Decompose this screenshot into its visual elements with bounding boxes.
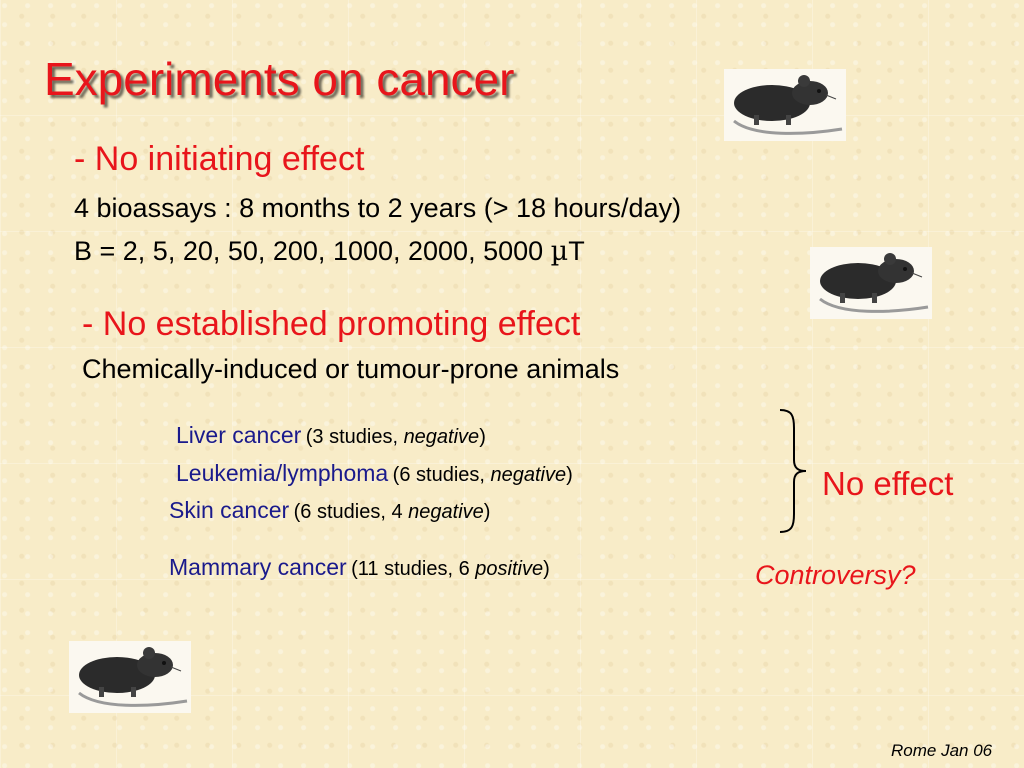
slide-title: Experiments on cancer [44, 53, 515, 105]
study-name: Mammary cancer [169, 554, 347, 580]
tesla-unit: T [568, 236, 585, 266]
study-detail: (11 studies, 6 positive) [351, 558, 550, 580]
right-brace-icon [779, 409, 807, 533]
rat-image-middle [810, 247, 932, 319]
mu-symbol: µ [550, 236, 569, 267]
field-values-text: B = 2, 5, 20, 50, 200, 1000, 2000, 5000 [74, 236, 551, 266]
study-detail: (6 studies, 4 negative) [293, 501, 491, 523]
conclusion-text: No effect [822, 465, 954, 502]
rat-image-top [724, 69, 846, 141]
study-name: Skin cancer [169, 497, 290, 523]
field-values-line: B = 2, 5, 20, 50, 200, 1000, 2000, 5000 … [74, 236, 585, 267]
bioassays-line: 4 bioassays : 8 months to 2 years (> 18 … [74, 193, 682, 223]
study-row: Skin cancer (6 studies, 4 negative) [169, 497, 490, 524]
rat-image-bottom [69, 641, 191, 713]
initiating-heading: - No initiating effect [74, 140, 365, 178]
study-detail: (3 studies, negative) [305, 426, 486, 448]
study-row: Liver cancer (3 studies, negative) [176, 422, 486, 449]
study-name: Leukemia/lymphoma [176, 460, 389, 486]
study-row: Mammary cancer (11 studies, 6 positive) [169, 554, 550, 581]
footer-text: Rome Jan 06 [891, 741, 993, 760]
promoting-subheading: Chemically-induced or tumour-prone anima… [82, 354, 620, 384]
study-name: Liver cancer [176, 422, 302, 448]
promoting-heading: - No established promoting effect [82, 305, 581, 343]
study-detail: (6 studies, negative) [392, 464, 573, 486]
controversy-text: Controversy? [755, 560, 916, 590]
study-row: Leukemia/lymphoma (6 studies, negative) [176, 460, 573, 487]
